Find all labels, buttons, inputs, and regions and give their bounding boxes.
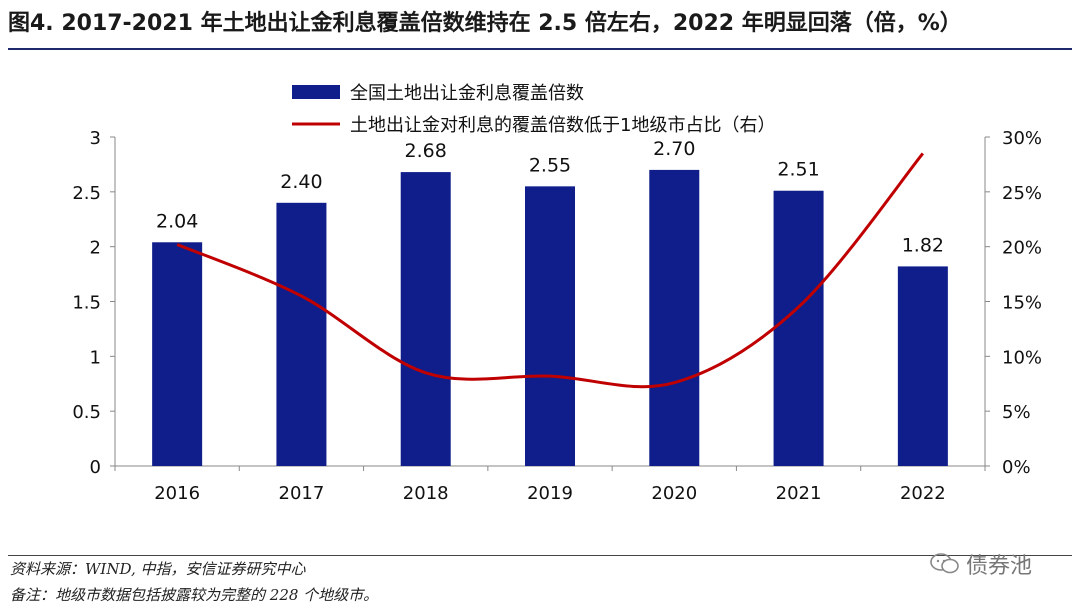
title-underline (8, 48, 1072, 50)
left-tick-label: 3 (90, 128, 101, 149)
source-note: 资料来源：WIND, 中指，安信证券研究中心 (10, 560, 306, 578)
x-tick-label: 2016 (154, 483, 200, 504)
wechat-icon (930, 553, 959, 574)
bar (152, 242, 203, 466)
x-tick-label: 2017 (279, 483, 325, 504)
bar-data-label: 2.68 (405, 140, 447, 162)
remark-note: 备注：地级市数据包括披露较为完整的 228 个地级市。 (10, 586, 379, 604)
left-tick-label: 0 (90, 457, 101, 478)
bar-data-label: 1.82 (902, 234, 944, 256)
bar (400, 172, 451, 467)
x-tick-label: 2022 (900, 483, 946, 504)
bar (897, 266, 948, 466)
x-tick-label: 2020 (651, 483, 697, 504)
bar-data-label: 2.55 (529, 154, 571, 176)
watermark-text: 债券池 (966, 554, 1033, 579)
bar (525, 186, 575, 466)
chart-axes: 00.511.522.530%5%10%15%20%25%30%2016 2017… (72, 128, 1042, 504)
bar (649, 169, 700, 466)
left-tick-label: 1.5 (72, 293, 101, 314)
bar-data-label: 2.51 (777, 159, 819, 181)
bar-data-label: 2.04 (156, 210, 198, 232)
chart-bars: 2.04 2.40 2.68 2.55 2.70 2.51 1.82 (152, 138, 948, 467)
right-tick-label: 0% (1002, 457, 1031, 478)
left-tick-label: 1 (90, 347, 101, 368)
bar-data-label: 2.40 (280, 171, 322, 193)
x-tick-label: 2021 (776, 483, 822, 504)
right-tick-label: 30% (1002, 128, 1042, 149)
watermark: 债券池 (930, 549, 1032, 579)
figure-title: 图4. 2017-2021 年土地出让金利息覆盖倍数维持在 2.5 倍左右，20… (8, 11, 962, 36)
legend-bar-label: 全国土地出让金利息覆盖倍数 (350, 83, 584, 104)
bar (276, 202, 327, 467)
right-tick-label: 5% (1002, 402, 1031, 423)
bar (773, 190, 824, 466)
legend-line-label: 土地出让金对利息的覆盖倍数低于1地级市占比（右） (350, 115, 775, 136)
left-tick-label: 0.5 (72, 402, 101, 423)
right-tick-label: 25% (1002, 183, 1042, 204)
right-tick-label: 15% (1002, 293, 1042, 314)
bar-data-label: 2.70 (653, 138, 695, 160)
right-tick-label: 10% (1002, 347, 1042, 368)
x-tick-label: 2018 (403, 483, 449, 504)
legend-bar-swatch (292, 85, 340, 99)
chart-line (176, 152, 925, 389)
series-line (176, 152, 925, 389)
footer-divider (8, 555, 1072, 556)
x-tick-label: 2019 (527, 483, 573, 504)
left-tick-label: 2.5 (72, 183, 101, 204)
right-tick-label: 20% (1002, 238, 1042, 259)
left-tick-label: 2 (90, 238, 101, 259)
